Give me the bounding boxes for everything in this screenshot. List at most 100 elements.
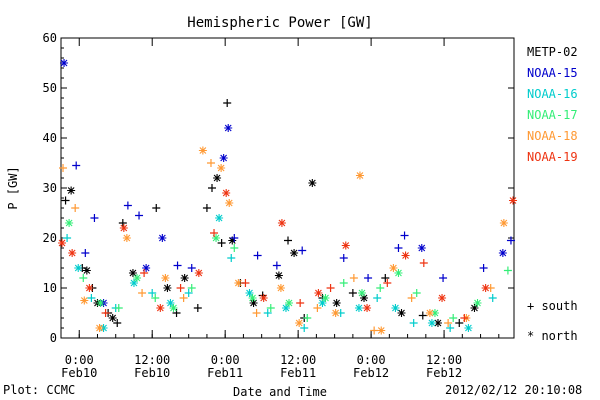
data-point-south <box>439 274 448 282</box>
data-point-north <box>433 319 442 327</box>
data-point-north <box>80 296 89 305</box>
data-point-north <box>417 244 426 252</box>
hemisphere-legend-entry: + south <box>527 299 578 313</box>
data-point-south <box>202 204 211 212</box>
x-tick-label: 0:00 <box>357 353 386 367</box>
data-point-south <box>79 274 88 282</box>
data-point-north <box>389 264 398 272</box>
data-point-north <box>169 304 178 312</box>
data-point-north <box>308 179 317 187</box>
data-point-south <box>449 314 458 322</box>
data-point-south <box>152 204 161 212</box>
data-point-north <box>276 284 285 292</box>
y-tick-label: 50 <box>43 81 57 95</box>
data-point-north <box>508 196 517 205</box>
data-point-north <box>142 264 151 272</box>
data-point-south <box>339 279 348 287</box>
data-point-south <box>506 236 515 245</box>
legend-entry: NOAA-19 <box>527 150 578 164</box>
data-point-south <box>184 289 193 297</box>
data-point-south <box>187 264 196 272</box>
data-point-north <box>295 319 304 327</box>
data-point-south <box>217 239 226 247</box>
data-point-south <box>210 229 219 237</box>
data-point-south <box>503 266 512 275</box>
data-point-south <box>479 264 488 272</box>
data-point-south <box>176 284 185 292</box>
data-point-south <box>230 234 239 242</box>
y-tick-label: 20 <box>43 231 57 245</box>
data-point-south <box>72 161 81 170</box>
data-point-north <box>95 324 104 332</box>
data-point-south <box>339 254 348 262</box>
data-point-north <box>473 299 482 307</box>
data-point-south <box>460 314 469 322</box>
data-point-south <box>114 304 123 312</box>
data-point-south <box>370 326 379 335</box>
data-point-north <box>129 279 138 287</box>
x-tick-label: 0:00 <box>211 353 240 367</box>
data-point-north <box>166 299 175 307</box>
data-point-south <box>193 304 202 312</box>
data-points <box>58 59 517 335</box>
data-point-south <box>227 254 236 262</box>
data-point-south <box>298 246 307 255</box>
data-point-north <box>245 289 254 297</box>
data-point-north <box>194 269 203 277</box>
data-point-north <box>318 299 327 307</box>
data-point-north <box>499 219 508 227</box>
legend-entry: NOAA-18 <box>527 129 578 143</box>
data-point-south <box>394 244 403 252</box>
data-point-north <box>354 304 363 312</box>
data-point-north <box>464 324 473 332</box>
data-point-north <box>341 241 350 250</box>
legend-entry: METP-02 <box>527 45 578 59</box>
data-point-north <box>224 124 233 132</box>
data-point-south <box>446 324 455 332</box>
data-point-south <box>455 319 464 327</box>
data-point-south <box>140 269 149 277</box>
data-point-south <box>381 274 390 282</box>
data-point-south <box>230 244 239 252</box>
data-point-south <box>223 99 232 107</box>
data-point-north <box>281 304 290 312</box>
data-point-south <box>400 231 409 240</box>
x-tick-date: Feb11 <box>207 366 243 380</box>
data-point-south <box>349 274 358 282</box>
y-axis: 0 10 20 30 40 50 60 <box>43 31 514 345</box>
x-tick-date: Feb10 <box>61 366 97 380</box>
data-point-north <box>481 284 490 292</box>
data-point-south <box>81 249 90 257</box>
data-point-north <box>377 326 386 335</box>
data-point-north <box>158 234 167 242</box>
data-point-north <box>60 59 69 67</box>
data-point-south <box>376 284 385 292</box>
data-point-north <box>438 294 447 302</box>
data-point-north <box>234 279 243 287</box>
data-point-north <box>133 274 142 282</box>
data-point-north <box>108 314 117 322</box>
plot-credit: Plot: CCMC <box>3 383 76 397</box>
data-point-south <box>59 164 68 172</box>
data-point-south <box>326 284 335 292</box>
x-tick-date: Feb10 <box>134 366 170 380</box>
data-point-south <box>118 219 127 227</box>
data-point-south <box>263 309 272 317</box>
data-point-south <box>419 259 428 267</box>
data-point-south <box>87 294 96 302</box>
data-point-south <box>179 294 188 302</box>
data-point-north <box>96 299 105 307</box>
y-tick-label: 60 <box>43 31 57 45</box>
data-point-north <box>285 299 294 307</box>
x-axis: 0:00Feb1012:00Feb100:00Feb1112:00Feb110:… <box>61 38 500 380</box>
plot-timestamp: 2012/02/12 20:10:08 <box>445 383 583 397</box>
data-point-north <box>248 294 257 302</box>
data-point-north <box>128 269 137 277</box>
x-tick-date: Feb12 <box>426 366 462 380</box>
data-point-south <box>241 279 250 287</box>
data-point-south <box>296 299 305 307</box>
data-point-north <box>163 284 172 292</box>
data-point-south <box>407 294 416 302</box>
legend: METP-02 NOAA-15 NOAA-16 NOAA-17 NOAA-18 NOAA-… <box>527 45 578 164</box>
